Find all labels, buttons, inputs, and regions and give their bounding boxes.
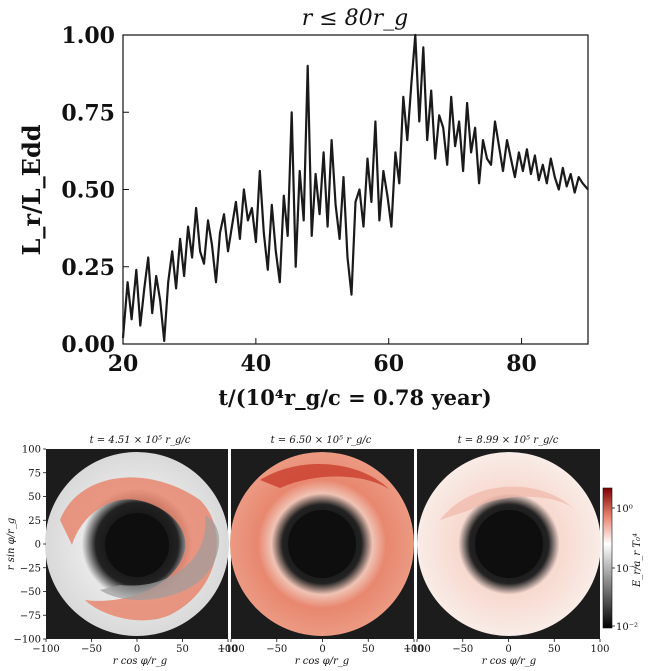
panel-y-tick-label: −75 bbox=[20, 611, 41, 622]
panel-y-tick-label: 50 bbox=[28, 492, 41, 503]
panel-1-xlabel: r cos φ/r_g bbox=[113, 656, 167, 667]
panel-2: t = 6.50 × 10⁵ r_g/c −100 −50 0 50 100 r cos… bbox=[217, 435, 423, 667]
panel-3-title: t = 8.99 × 10⁵ r_g/c bbox=[458, 435, 559, 446]
panel-3-swirl bbox=[440, 486, 575, 520]
y-axis-label: L_r/L_Edd bbox=[17, 124, 46, 255]
plot-frame bbox=[122, 34, 589, 345]
panel-x-tick-label: 50 bbox=[176, 644, 189, 655]
panel-y-tick-label: 25 bbox=[28, 516, 41, 527]
colorbar: 10⁰ 10⁻¹ 10⁻² E_r/a_r T₀⁴ bbox=[602, 487, 643, 633]
y-tick-label: 0.25 bbox=[61, 255, 115, 281]
panel-y-tick-label: 0 bbox=[35, 540, 41, 551]
luminosity-series-line bbox=[121, 33, 589, 342]
colorbar-label: E_r/a_r T₀⁴ bbox=[632, 533, 643, 588]
panel-x-tick-label: 0 bbox=[505, 644, 511, 655]
x-axis-label: t/(10⁴r_g/c = 0.78 year) bbox=[218, 385, 491, 410]
x-tick-label: 60 bbox=[373, 351, 404, 377]
luminosity-chart: r ≤ 80r_g 20 40 60 80 0.000.250.500.751.00 … bbox=[17, 6, 589, 410]
panel-y-tick-label: 100 bbox=[22, 445, 41, 456]
panel-x-tick-label: 100 bbox=[218, 644, 237, 655]
panel-2-arc-dark bbox=[260, 463, 390, 490]
panel-x-tick-label: −50 bbox=[81, 644, 102, 655]
panel-1: t = 4.51 × 10⁵ r_g/c 100 75 50 25 0 −25 −50 −75… bbox=[6, 435, 238, 667]
x-tick-label: 40 bbox=[241, 351, 272, 377]
x-tick-label: 80 bbox=[506, 351, 537, 377]
panel-1-ylabel: r sin φ/r_g bbox=[6, 518, 17, 570]
panel-2-title: t = 6.50 × 10⁵ r_g/c bbox=[271, 435, 372, 446]
colorbar-tick-label: 10⁻¹ bbox=[616, 564, 638, 575]
panel-y-tick-label: −100 bbox=[14, 635, 41, 646]
panel-2-hole bbox=[288, 510, 356, 578]
colorbar-tick-label: 10⁻² bbox=[616, 622, 638, 633]
panel-1-hole bbox=[105, 513, 169, 577]
panel-3-xlabel: r cos φ/r_g bbox=[482, 656, 536, 667]
panel-x-tick-label: 100 bbox=[590, 644, 609, 655]
colorbar-bar bbox=[602, 487, 613, 629]
y-tick-label: 0.00 bbox=[61, 332, 115, 358]
panel-3-hole bbox=[475, 510, 543, 578]
y-tick-label: 0.50 bbox=[61, 178, 115, 204]
y-tick-label: 1.00 bbox=[61, 23, 115, 49]
panel-y-tick-label: 75 bbox=[28, 468, 41, 479]
x-tick-label: 20 bbox=[108, 351, 139, 377]
panel-3: t = 8.99 × 10⁵ r_g/c −100 −50 0 50 100 r cos… bbox=[403, 435, 609, 667]
panel-y-tick-label: −50 bbox=[20, 587, 41, 598]
panel-2-xlabel: r cos φ/r_g bbox=[295, 656, 349, 667]
colorbar-tick-label: 10⁰ bbox=[616, 504, 633, 515]
panel-x-tick-label: −100 bbox=[217, 644, 244, 655]
panel-x-tick-label: 0 bbox=[319, 644, 325, 655]
panel-x-tick-label: −50 bbox=[452, 644, 473, 655]
panel-x-tick-label: 50 bbox=[548, 644, 561, 655]
panel-x-tick-label: −50 bbox=[266, 644, 287, 655]
panel-y-tick-label: −25 bbox=[20, 563, 41, 574]
panel-1-spiral-grey bbox=[100, 515, 220, 600]
panel-x-tick-label: −100 bbox=[32, 644, 59, 655]
chart-title: r ≤ 80r_g bbox=[302, 6, 409, 31]
panel-x-tick-label: 0 bbox=[134, 644, 140, 655]
panel-x-tick-label: 100 bbox=[404, 644, 423, 655]
panel-1-title: t = 4.51 × 10⁵ r_g/c bbox=[90, 435, 191, 446]
panel-x-tick-label: −100 bbox=[403, 644, 430, 655]
panel-x-tick-label: 50 bbox=[362, 644, 375, 655]
y-tick-label: 0.75 bbox=[61, 100, 115, 126]
